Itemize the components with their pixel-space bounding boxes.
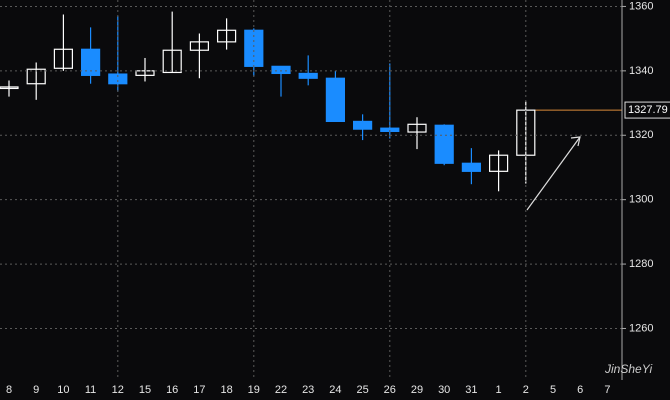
x-tick-label: 31 [465,384,477,396]
x-tick-label: 8 [6,384,12,396]
x-tick-label: 5 [550,384,556,396]
last-price-label: 1327.79 [628,104,668,116]
x-tick-label: 2 [523,384,529,396]
annotation-arrowhead [570,136,581,147]
y-tick-label: 1340 [629,65,653,77]
x-tick-label: 16 [166,384,178,396]
x-tick-label: 1 [496,384,502,396]
x-tick-label: 18 [220,384,232,396]
x-tick-label: 29 [411,384,423,396]
x-tick-label: 11 [85,384,96,396]
y-tick-label: 1360 [629,0,653,12]
x-tick-label: 6 [577,384,583,396]
x-tick-label: 19 [248,384,260,396]
x-tick-label: 15 [139,384,151,396]
x-tick-label: 26 [384,384,396,396]
x-tick-label: 30 [438,384,450,396]
y-tick-label: 1300 [629,194,653,206]
x-tick-label: 12 [112,384,124,396]
x-tick-label: 22 [275,384,287,396]
y-tick-label: 1260 [629,322,653,334]
x-tick-label: 7 [604,384,610,396]
x-tick-label: 9 [33,384,39,396]
x-tick-label: 23 [302,384,314,396]
last-price-box [624,101,670,119]
x-tick-label: 25 [356,384,368,396]
x-tick-label: 24 [329,384,341,396]
x-tick-label: 17 [193,384,205,396]
y-tick-label: 1320 [629,129,653,141]
watermark: JinSheYi [604,362,652,376]
y-tick-label: 1280 [629,258,653,270]
x-tick-label: 10 [57,384,69,396]
annotation-arrow [526,136,581,211]
